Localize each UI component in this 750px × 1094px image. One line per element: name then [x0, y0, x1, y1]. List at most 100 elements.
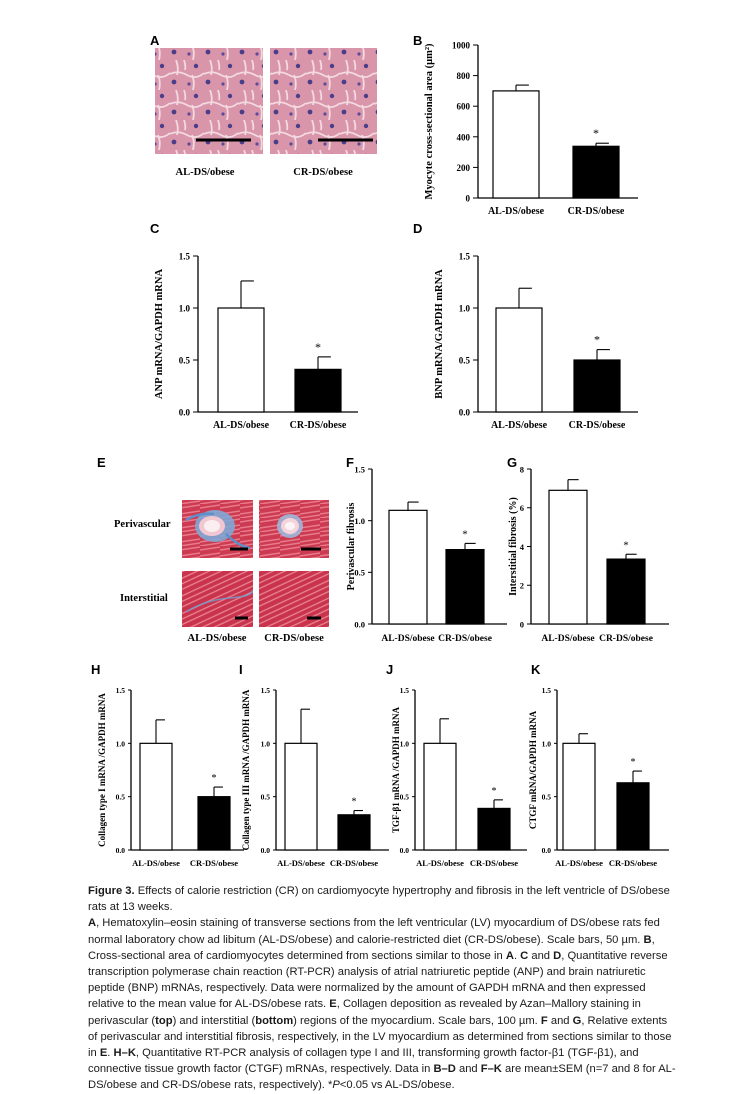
chart-c-ylabel: ANP mRNA/GAPDH mRNA	[154, 269, 165, 399]
chart-i-ylabel: Collagen type III mRNA /GAPDH mRNA	[241, 689, 251, 850]
chart-c: 0.0 0.5 1.0 1.5 ANP mRNA/GAPDH mRNA AL-DS/obe…	[154, 252, 358, 431]
caption-p-italic: P	[332, 1079, 340, 1092]
chart-i-ytick-label: 0.5	[261, 793, 271, 802]
chart-b-ytick-label: 400	[457, 132, 471, 142]
chart-j-bar	[423, 742, 457, 851]
chart-i-ytick-label: 1.5	[261, 686, 271, 695]
chart-b-ytick-label: 1000	[452, 41, 471, 51]
chart-b: 0 200 400 600 800 1000 Myocyte cross-sectional…	[424, 41, 638, 217]
chart-g-bar	[548, 489, 588, 625]
chart-k-category-label: AL-DS/obese	[555, 858, 603, 868]
chart-k-bar	[616, 782, 650, 851]
chart-h-bar	[139, 742, 173, 851]
caption-text-b: , Cross-sectional area of cardiomyocytes…	[88, 933, 655, 962]
caption-word-top: top	[155, 1014, 173, 1027]
chart-c-ytick-label: 1.5	[179, 252, 191, 262]
caption-and-3: and	[455, 1063, 481, 1076]
chart-b-significance: *	[593, 126, 599, 140]
chart-h-ytick-label: 1.5	[116, 686, 126, 695]
chart-j-ytick-label: 1.0	[400, 739, 410, 748]
chart-d-significance: *	[594, 333, 600, 347]
caption-text-a: , Hematoxylin–eosin staining of transver…	[88, 917, 660, 946]
chart-c-significance: *	[315, 340, 321, 354]
chart-f-category-label: AL-DS/obese	[381, 634, 434, 644]
chart-b-ylabel: Myocyte cross-sectional area (µm²)	[424, 43, 435, 200]
caption-ref-b: B	[643, 933, 652, 946]
caption-text-cd: , Quantitative reverse transcription pol…	[88, 949, 668, 1011]
chart-k-bar	[562, 742, 596, 851]
caption-word-bottom: bottom	[255, 1014, 294, 1027]
chart-b-ytick-label: 200	[457, 163, 471, 173]
chart-g-significance: *	[623, 539, 629, 551]
chart-g-ytick-label: 4	[520, 542, 525, 552]
chart-g-category-label: AL-DS/obese	[541, 634, 594, 644]
chart-h: 0.0 0.5 1.0 1.5 Collagen type I mRNA /GAPDH …	[97, 686, 244, 868]
chart-b-category-label: CR-DS/obese	[568, 206, 625, 217]
chart-d-ylabel: BNP mRNA/GAPDH mRNA	[434, 269, 445, 399]
micrograph-al-perivascular	[182, 500, 253, 558]
chart-h-ylabel: Collagen type I mRNA /GAPDH mRNA	[97, 693, 107, 847]
chart-d-ytick-label: 0.5	[459, 356, 471, 366]
chart-c-ytick-label: 0.0	[179, 408, 191, 418]
chart-h-ytick-label: 0.5	[116, 793, 126, 802]
chart-k-ytick-label: 0.5	[542, 793, 552, 802]
chart-i-category-label: CR-DS/obese	[330, 858, 378, 868]
panel-letter-H: H	[91, 662, 100, 677]
caption-text-e3: ) regions of the myocardium. Scale bars,…	[293, 1014, 541, 1027]
chart-j-ytick-label: 0.0	[400, 846, 410, 855]
chart-f-ytick-label: 0.0	[354, 619, 365, 629]
chart-b-ytick-label: 0	[466, 194, 471, 204]
figure-canvas: A B C D E F G H I J K AL-DS/obese CR-DS/…	[91, 33, 669, 868]
caption-ref-f: F	[540, 1014, 548, 1027]
chart-b-ytick-label: 600	[457, 102, 471, 112]
chart-f-bar	[445, 548, 485, 625]
chart-i-bar	[284, 742, 318, 851]
chart-b-ytick-label: 800	[457, 71, 471, 81]
chart-d-bar	[495, 307, 543, 413]
chart-c-bar	[217, 307, 265, 413]
chart-k-significance: *	[631, 757, 636, 768]
chart-i-category-label: AL-DS/obese	[277, 858, 325, 868]
chart-f-bar	[388, 509, 428, 625]
chart-d-category-label: AL-DS/obese	[491, 420, 548, 431]
chart-k-ylabel: CTGF mRNA/GAPDH mRNA	[528, 710, 538, 829]
panel-letter-I: I	[239, 662, 243, 677]
chart-j-ytick-label: 0.5	[400, 793, 410, 802]
chart-g-bar	[606, 558, 646, 625]
chart-f-category-label: CR-DS/obese	[438, 634, 492, 644]
chart-d-ytick-label: 1.5	[459, 252, 471, 262]
chart-d-bar	[573, 359, 621, 413]
figure-caption: Figure 3. Effects of calorie restriction…	[88, 883, 678, 1094]
chart-d-ytick-label: 1.0	[459, 304, 471, 314]
chart-i-bar	[337, 814, 371, 851]
chart-j-bar	[477, 807, 511, 851]
chart-j: 0.0 0.5 1.0 1.5 TGF-β1 mRNA /GAPDH mRNA AL-DS…	[391, 686, 527, 868]
chart-h-bar	[197, 796, 231, 851]
chart-f-ytick-label: 1.0	[354, 516, 365, 526]
chart-k: 0.0 0.5 1.0 1.5 CTGF mRNA/GAPDH mRNA AL-DS/ob…	[528, 686, 669, 868]
chart-h-ytick-label: 1.0	[116, 739, 126, 748]
caption-text-fg: , Relative extents of perivascular and i…	[88, 1014, 672, 1060]
caption-ref-g: G	[572, 1014, 582, 1027]
chart-h-category-label: AL-DS/obese	[132, 858, 180, 868]
chart-d-category-label: CR-DS/obese	[569, 420, 626, 431]
caption-text-eref: .	[107, 1047, 114, 1060]
micrograph-cr-he	[270, 48, 377, 154]
chart-c-ytick-label: 1.0	[179, 304, 191, 314]
caption-ref-d: D	[553, 949, 562, 962]
panel-letter-E: E	[97, 455, 106, 470]
caption-and-2: and	[547, 1014, 573, 1027]
chart-j-category-label: CR-DS/obese	[470, 858, 518, 868]
chart-g-category-label: CR-DS/obese	[599, 634, 653, 644]
chart-c-category-label: AL-DS/obese	[213, 420, 270, 431]
caption-ref-fk: F–K	[480, 1063, 502, 1076]
chart-j-category-label: AL-DS/obese	[416, 858, 464, 868]
caption-ref-a: A	[88, 917, 97, 930]
chart-g-ytick-label: 2	[520, 581, 524, 591]
caption-ref-e2: E	[99, 1047, 108, 1060]
chart-c-category-label: CR-DS/obese	[290, 420, 347, 431]
chart-i: 0.0 0.5 1.0 1.5 Collagen type III mRNA /GAPD…	[241, 686, 389, 868]
caption-ref-e: E	[329, 998, 337, 1011]
chart-b-bar	[492, 90, 540, 199]
panel-a-label-al: AL-DS/obese	[176, 167, 235, 178]
